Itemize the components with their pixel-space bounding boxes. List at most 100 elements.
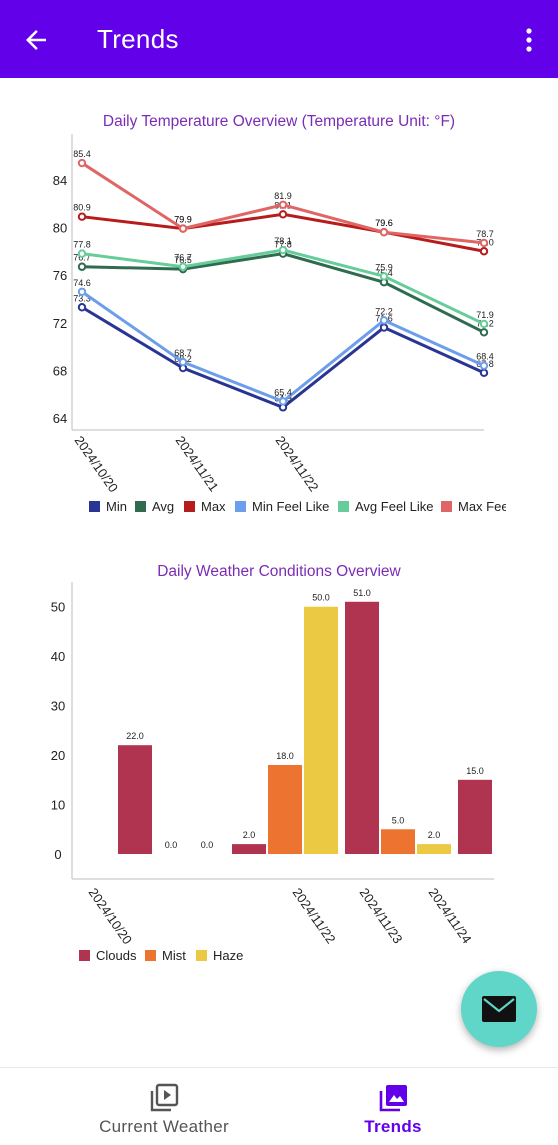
- y-tick-label: 84: [53, 173, 67, 188]
- page-title: Trends: [97, 24, 179, 54]
- data-point: [379, 323, 389, 332]
- x-tick-label: 2024/11/21: [173, 433, 222, 494]
- data-point: [379, 272, 389, 281]
- data-point: [77, 249, 87, 258]
- y-tick-label: 80: [53, 220, 67, 235]
- data-point: [379, 316, 389, 325]
- data-label: 22.0: [126, 731, 144, 741]
- data-label: 79.6: [375, 218, 393, 228]
- legend-swatch: [184, 501, 195, 512]
- data-label: 18.0: [276, 751, 294, 761]
- data-label: 51.0: [353, 588, 371, 598]
- x-tick-label: 2024/10/20: [86, 885, 136, 947]
- y-tick-label: 20: [51, 748, 65, 763]
- data-label: 71.9: [476, 310, 494, 320]
- y-tick-label: 72: [53, 316, 67, 331]
- photo-library-icon: [379, 1085, 407, 1112]
- data-label: 72.2: [375, 306, 393, 316]
- data-label: 50.0: [312, 593, 330, 603]
- data-label: 81.9: [274, 191, 292, 201]
- data-label: 76.5: [174, 255, 192, 265]
- legend-label: Max: [201, 499, 226, 514]
- nav-label-trends: Trends: [364, 1117, 422, 1136]
- data-point: [479, 328, 489, 337]
- legend-swatch: [79, 950, 90, 961]
- data-label: 75.9: [375, 262, 393, 272]
- bar: [494, 735, 528, 854]
- data-point: [379, 227, 389, 237]
- more-vert-icon[interactable]: [518, 26, 540, 54]
- legend-swatch: [89, 501, 100, 512]
- legend-label: Min Feel Like: [252, 499, 329, 514]
- legend-label: Mist: [162, 948, 186, 963]
- bar: [118, 745, 152, 854]
- arrow-back-icon[interactable]: [20, 25, 52, 55]
- bar: [345, 601, 379, 854]
- video-library-icon: [150, 1083, 179, 1112]
- nav-item-trends[interactable]: Trends: [293, 1068, 493, 1145]
- app-bar: Trends: [0, 0, 558, 78]
- x-tick-label: 2024/11/22: [290, 885, 339, 946]
- plot-area: 22.0 0.0 0.0 2.0 18.0 50.0 51.0 5.0 2.0 15.0: [118, 588, 528, 854]
- legend-label: Max Fee: [458, 499, 509, 514]
- bottom-navigation: Current Weather Trends: [0, 1067, 558, 1145]
- legend-label: Haze: [213, 948, 243, 963]
- data-point: [77, 158, 87, 168]
- bar: [458, 779, 492, 854]
- legend-label: Clouds: [96, 948, 137, 963]
- x-tick-label: 2024/11/24: [426, 885, 475, 946]
- mail-icon: [482, 996, 516, 1022]
- y-tick-label: 40: [51, 649, 65, 664]
- nav-label-current-weather: Current Weather: [99, 1117, 229, 1136]
- legend-swatch: [338, 501, 349, 512]
- legend-swatch: [196, 950, 207, 961]
- data-label: 76.7: [174, 253, 192, 263]
- data-label: 80.9: [73, 203, 91, 213]
- nav-item-current-weather[interactable]: Current Weather: [64, 1068, 264, 1145]
- email-fab[interactable]: [461, 971, 537, 1047]
- data-point: [77, 212, 87, 221]
- y-tick-label: 10: [51, 798, 65, 813]
- data-point: [278, 210, 288, 219]
- x-tick-label: 2024/10/20: [72, 433, 122, 495]
- legend-label: Avg Feel Like: [355, 499, 434, 514]
- data-point: [479, 368, 489, 377]
- data-label: 65.4: [274, 387, 292, 397]
- x-tick-label: 2024/11/22: [273, 433, 322, 494]
- bar: [381, 829, 415, 854]
- data-label: 5.0: [392, 815, 405, 825]
- data-label: 2.0: [243, 830, 256, 840]
- data-point: [278, 200, 288, 209]
- data-point: [479, 319, 489, 329]
- y-tick-label: 50: [51, 600, 65, 615]
- data-point: [77, 303, 87, 312]
- data-point: [479, 238, 489, 248]
- data-label: 79.9: [174, 215, 192, 225]
- data-label: 0.0: [165, 840, 178, 850]
- legend-swatch: [441, 501, 452, 512]
- data-label: 78.7: [476, 229, 494, 239]
- data-point: [278, 245, 288, 255]
- bar: [268, 764, 302, 854]
- y-tick-label: 68: [53, 363, 67, 378]
- bar: [417, 844, 451, 854]
- legend-label: Min: [106, 499, 127, 514]
- series-line: [81, 252, 485, 334]
- legend-swatch: [135, 501, 146, 512]
- data-label: 68.7: [174, 348, 192, 358]
- data-label: 85.4: [73, 149, 91, 159]
- data-point: [479, 247, 489, 256]
- data-label: 77.8: [73, 240, 91, 250]
- temperature-line-chart: Daily Temperature Overview (Temperature …: [53, 113, 509, 514]
- y-tick-label: 64: [53, 411, 67, 426]
- y-tick-label: 76: [53, 268, 67, 283]
- data-label: 78.1: [274, 236, 292, 246]
- weather-conditions-bar-chart: Daily Weather Conditions Overview 0 10 20 30…: [51, 563, 528, 963]
- bar: [232, 844, 266, 854]
- x-tick-label: 2024/11/23: [357, 885, 406, 946]
- chart-title: Daily Weather Conditions Overview: [157, 563, 401, 580]
- chart-legend: Min Avg Max Min Feel Like Avg Feel Like Max F…: [89, 499, 509, 514]
- data-label: 0.0: [201, 840, 214, 850]
- legend-label: Avg: [152, 499, 174, 514]
- bar: [304, 606, 338, 854]
